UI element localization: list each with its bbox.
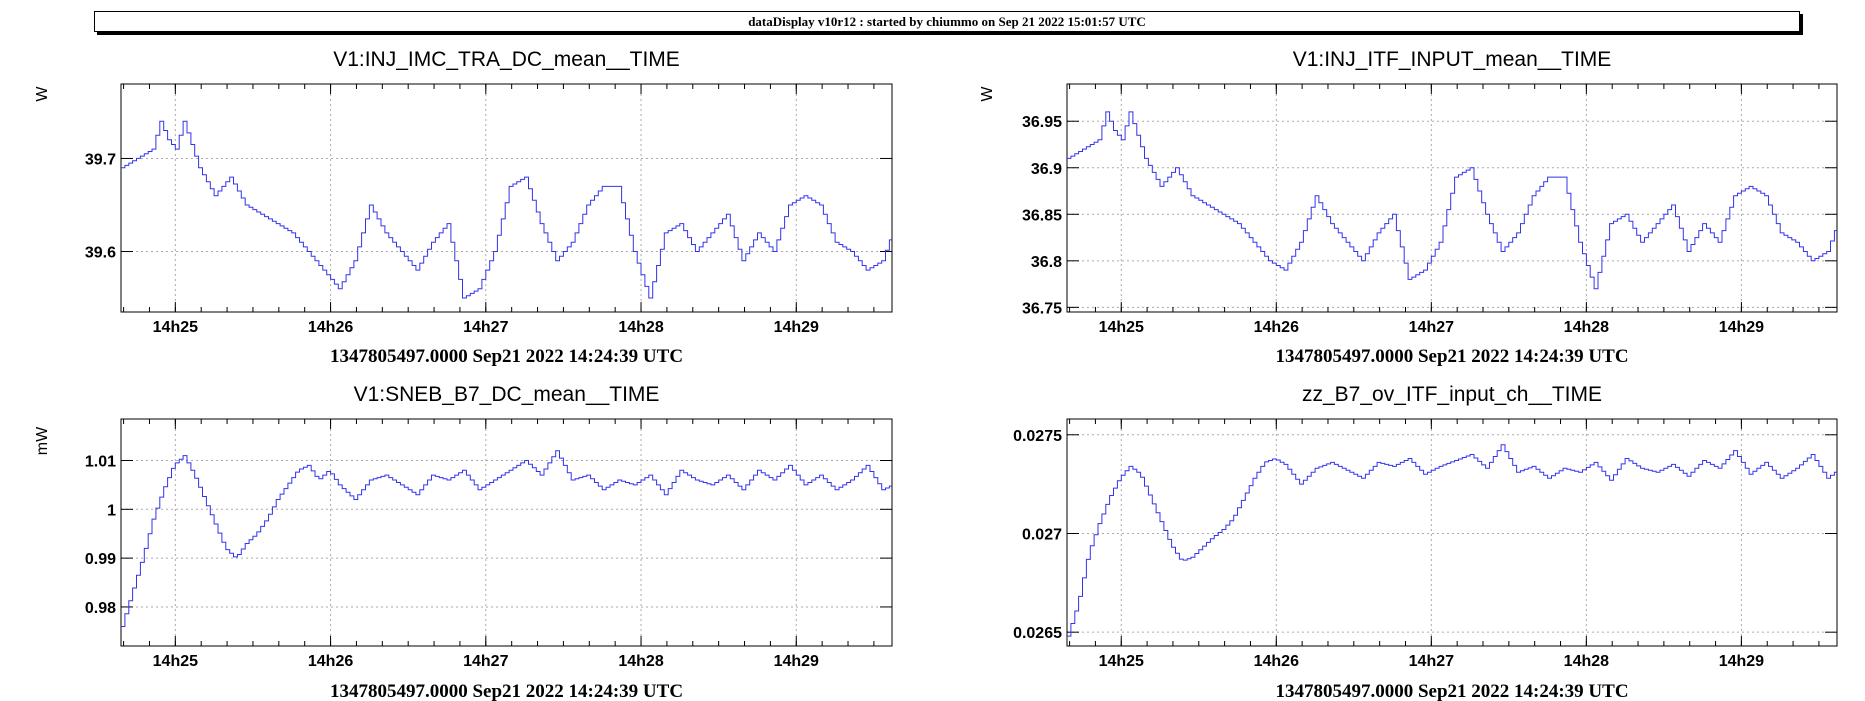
- plot-title: V1:SNEB_B7_DC_mean__TIME: [354, 383, 660, 406]
- x-tick-label: 14h26: [308, 319, 353, 336]
- plot-panel-1: V1:INJ_IMC_TRA_DC_mean__TIME 14h25 14h26 14…: [34, 48, 893, 367]
- series-line: [121, 450, 892, 627]
- y-tick-label: 36.8: [1031, 254, 1062, 271]
- x-tick-label: 14h25: [1099, 319, 1144, 336]
- plot-frame: [1066, 418, 1838, 647]
- series-line: [1067, 111, 1837, 290]
- x-tick-label: 14h29: [1719, 319, 1764, 336]
- x-tick-label: 14h27: [463, 653, 508, 670]
- x-tick-label: 14h25: [1099, 653, 1144, 670]
- series-line: [121, 120, 892, 299]
- x-tick-label: 14h28: [618, 653, 663, 670]
- x-tick-label: 14h26: [1254, 319, 1299, 336]
- y-tick-label: 36.9: [1031, 161, 1062, 178]
- plot-title: zz_B7_ov_ITF_input_ch__TIME: [1302, 383, 1602, 406]
- x-axis-label: 1347805497.0000 Sep21 2022 14:24:39 UTC: [1275, 346, 1628, 367]
- x-tick-label: 14h28: [1564, 653, 1609, 670]
- x-tick-label: 14h28: [618, 319, 663, 336]
- y-axis-label: mW: [34, 426, 51, 455]
- y-tick-label: 36.75: [1022, 300, 1062, 317]
- x-tick-label: 14h27: [1409, 319, 1454, 336]
- x-tick-label: 14h27: [463, 319, 508, 336]
- x-tick-label: 14h29: [1719, 653, 1764, 670]
- x-tick-label: 14h27: [1409, 653, 1454, 670]
- series-line: [1067, 444, 1837, 637]
- y-tick-label: 0.99: [85, 551, 116, 568]
- y-tick-label: 0.027: [1022, 526, 1062, 543]
- y-tick-label: 0.98: [85, 600, 116, 617]
- plot-panel-3: V1:SNEB_B7_DC_mean__TIME 14h25 14h26 14h27 1…: [34, 383, 893, 701]
- app-banner: dataDisplay v10r12 : started by chiummo …: [94, 11, 1800, 32]
- y-tick-label: 36.95: [1022, 114, 1062, 131]
- y-tick-label: 39.7: [85, 151, 116, 168]
- x-tick-label: 14h26: [1254, 653, 1299, 670]
- y-tick-label: 39.6: [85, 245, 116, 262]
- plot-panel-4: zz_B7_ov_ITF_input_ch__TIME 14h25 14h26 14h…: [1013, 383, 1838, 701]
- x-axis-label: 1347805497.0000 Sep21 2022 14:24:39 UTC: [330, 681, 683, 701]
- y-tick-label: 36.85: [1022, 207, 1062, 224]
- y-axis-label: W: [34, 86, 51, 102]
- x-tick-label: 14h29: [774, 319, 819, 336]
- plot-title: V1:INJ_ITF_INPUT_mean__TIME: [1293, 48, 1612, 71]
- x-tick-label: 14h29: [774, 653, 819, 670]
- x-tick-label: 14h28: [1564, 319, 1609, 336]
- x-tick-label: 14h25: [153, 653, 198, 670]
- y-tick-label: 0.0275: [1013, 428, 1062, 445]
- x-axis-label: 1347805497.0000 Sep21 2022 14:24:39 UTC: [330, 346, 683, 367]
- plot-frame: [120, 83, 893, 313]
- y-tick-label: 1: [107, 502, 116, 519]
- y-tick-label: 1.01: [85, 453, 116, 470]
- x-tick-label: 14h25: [153, 319, 198, 336]
- x-tick-label: 14h26: [308, 653, 353, 670]
- x-axis-label: 1347805497.0000 Sep21 2022 14:24:39 UTC: [1275, 681, 1628, 701]
- plot-frame: [120, 418, 893, 647]
- plot-panel-2: V1:INJ_ITF_INPUT_mean__TIME 14h25 14h26 14h…: [979, 48, 1838, 367]
- plot-title: V1:INJ_IMC_TRA_DC_mean__TIME: [333, 48, 680, 71]
- y-tick-label: 0.0265: [1013, 625, 1062, 642]
- y-axis-label: W: [979, 86, 996, 102]
- plot-frame: [1066, 83, 1838, 313]
